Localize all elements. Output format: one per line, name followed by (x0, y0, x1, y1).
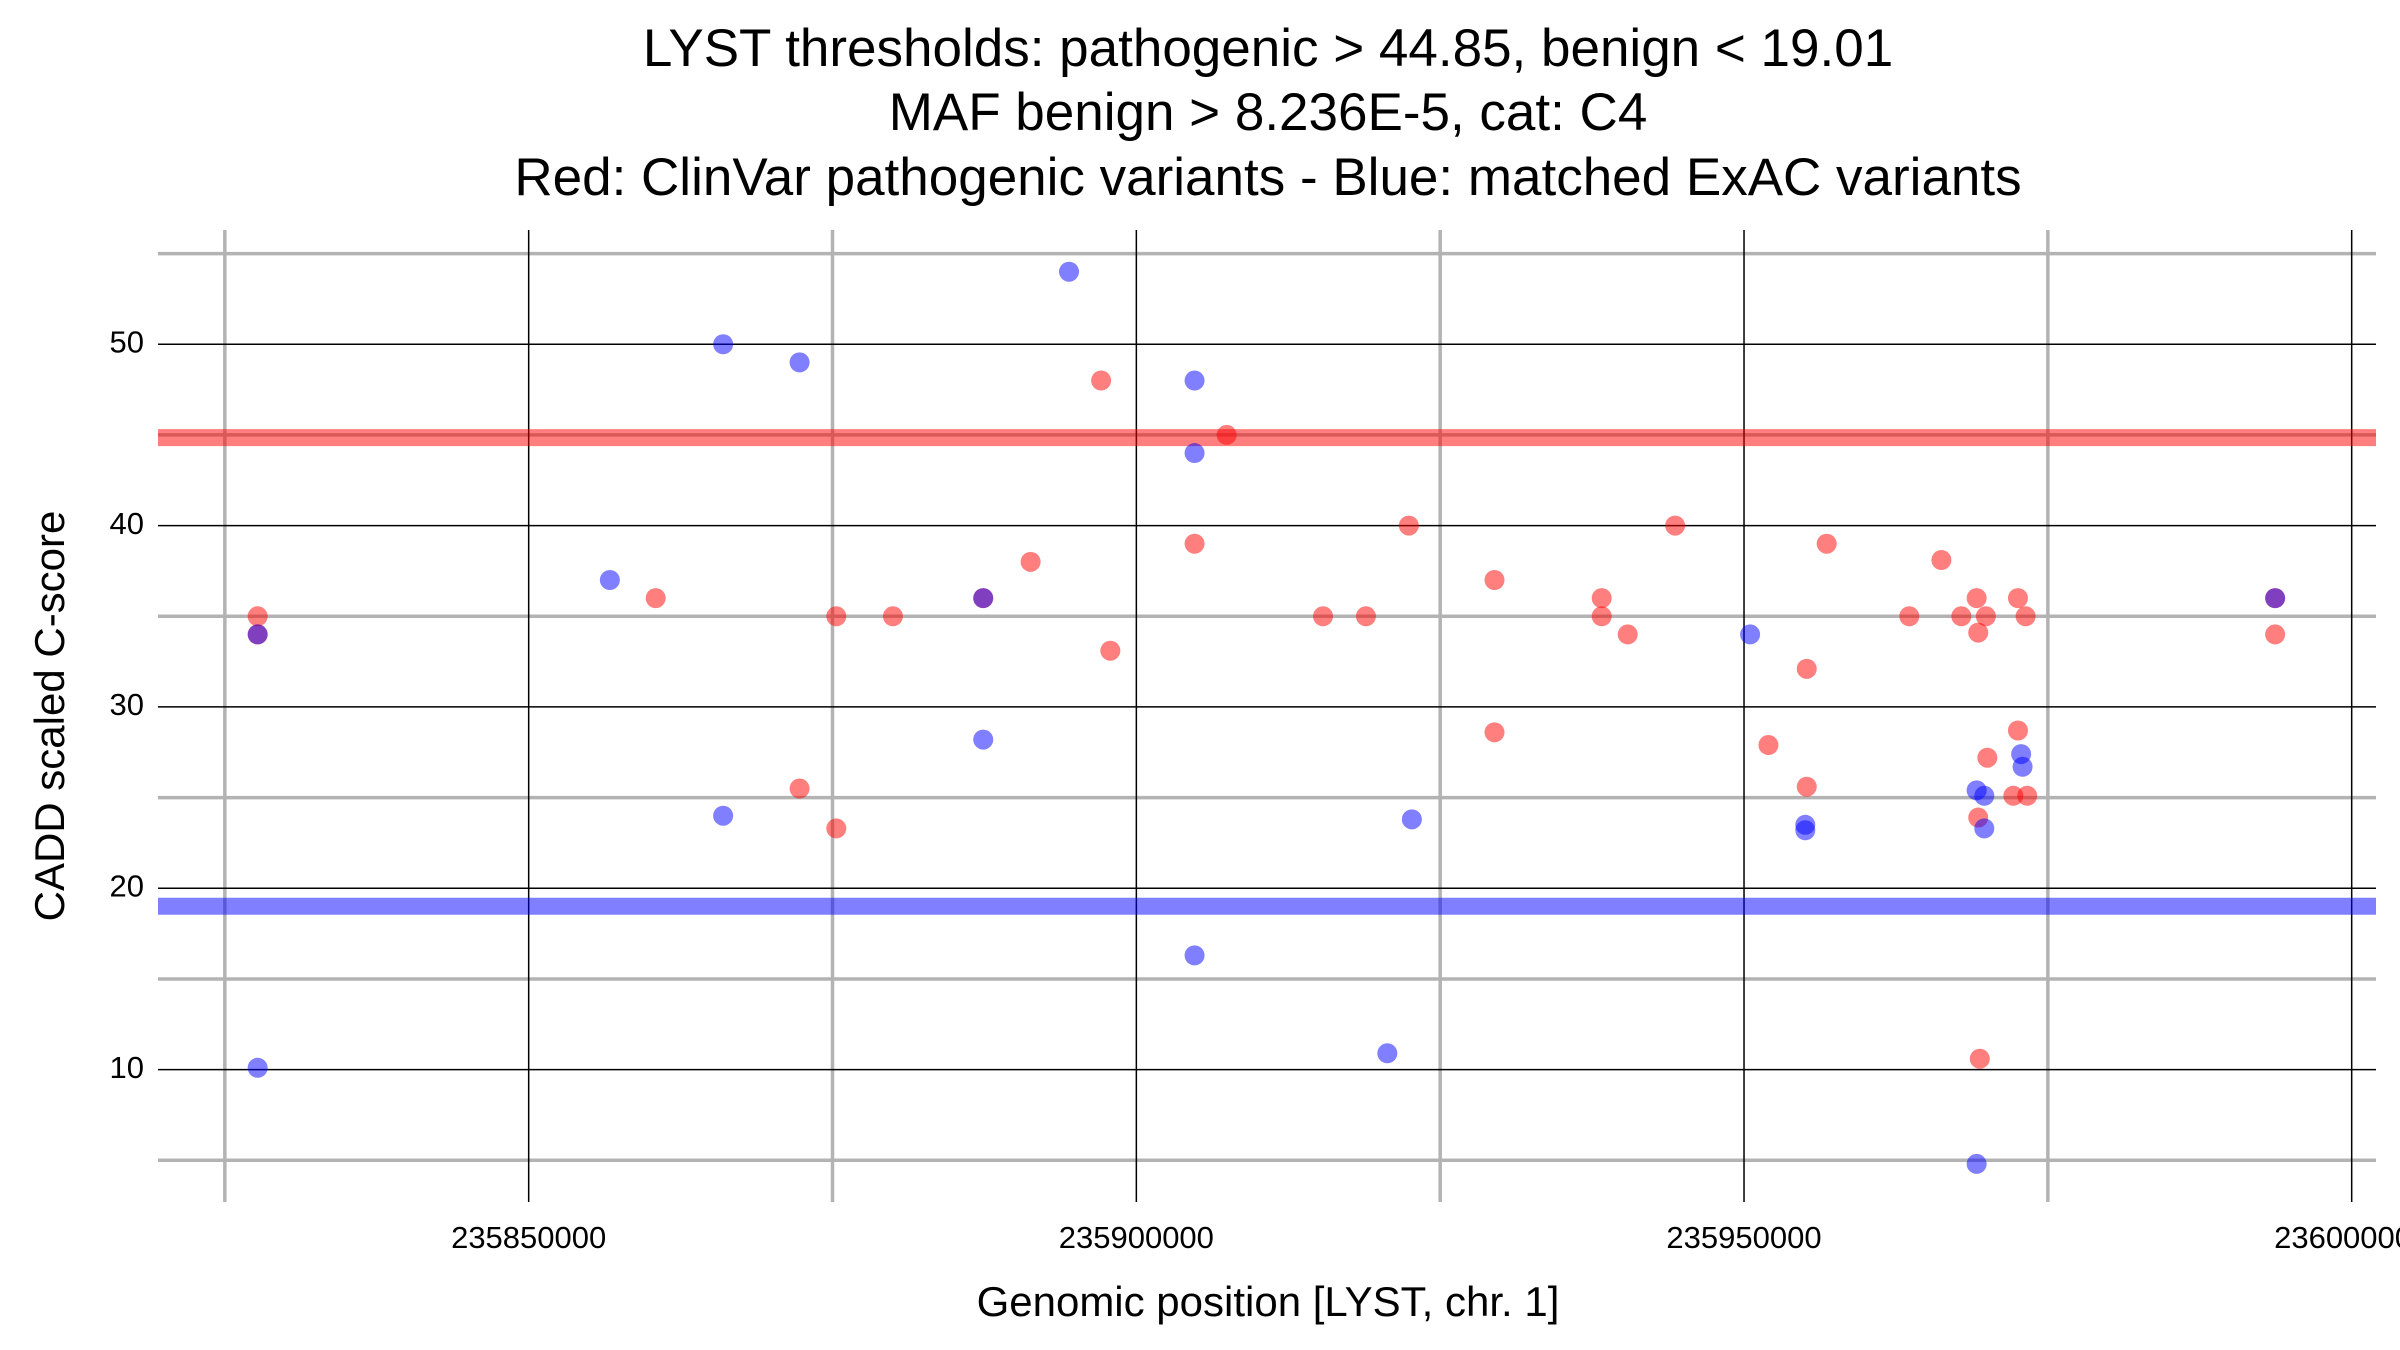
y-tick-label: 10 (110, 1050, 144, 1085)
data-point (1184, 945, 1205, 966)
chart-title: Red: ClinVar pathogenic variants - Blue:… (514, 148, 2021, 207)
data-point (1091, 370, 1112, 391)
data-point (247, 1057, 268, 1078)
data-point (247, 624, 268, 645)
data-point (1951, 606, 1972, 627)
data-point (1758, 735, 1779, 756)
data-point (713, 334, 734, 355)
data-point (1377, 1043, 1398, 1064)
data-point (1484, 569, 1505, 590)
chart-title: MAF benign > 8.236E-5, cat: C4 (889, 83, 1648, 142)
data-point (1968, 622, 1989, 643)
data-point (645, 588, 666, 609)
x-tick-label: 235950000 (1666, 1220, 1821, 1255)
data-point (882, 606, 903, 627)
data-point (713, 805, 734, 826)
data-point (1796, 776, 1817, 797)
data-point (826, 606, 847, 627)
data-point (1484, 722, 1505, 743)
data-point (1816, 533, 1837, 554)
x-axis-label: Genomic position [LYST, chr. 1] (977, 1278, 1560, 1325)
data-point (2007, 588, 2028, 609)
data-point (1591, 588, 1612, 609)
data-point (1665, 515, 1686, 536)
data-point (1184, 370, 1205, 391)
data-point (2265, 588, 2286, 609)
data-point (973, 588, 994, 609)
data-point (1401, 809, 1422, 830)
data-point (1059, 261, 1080, 282)
data-point (1796, 658, 1817, 679)
data-point (1020, 551, 1041, 572)
y-tick-label: 50 (110, 324, 144, 359)
data-point (2265, 624, 2286, 645)
y-tick-label: 20 (110, 868, 144, 903)
data-point (1184, 443, 1205, 464)
data-point (599, 569, 620, 590)
data-point (789, 352, 810, 373)
data-point (973, 729, 994, 750)
data-point (1398, 515, 1419, 536)
data-point (2003, 785, 2024, 806)
data-point (2007, 720, 2028, 741)
data-point (789, 778, 810, 799)
data-point (2017, 785, 2038, 806)
data-point (1740, 624, 1761, 645)
data-point (1969, 1048, 1990, 1069)
data-point (1977, 747, 1998, 768)
data-point (1975, 606, 1996, 627)
y-axis-label: CADD scaled C-score (26, 511, 73, 922)
data-point (1100, 640, 1121, 661)
data-point (1974, 818, 1995, 839)
data-point (1931, 550, 1952, 571)
data-point (1184, 533, 1205, 554)
data-point (1355, 606, 1376, 627)
data-point (2015, 606, 2036, 627)
data-point (1966, 1153, 1987, 1174)
data-point (1795, 820, 1816, 841)
data-point (247, 606, 268, 627)
data-point (1591, 606, 1612, 627)
x-tick-label: 235850000 (451, 1220, 606, 1255)
chart-title: LYST thresholds: pathogenic > 44.85, ben… (643, 19, 1893, 78)
data-point (1216, 424, 1237, 445)
x-tick-label: 235900000 (1059, 1220, 1214, 1255)
data-point (1617, 624, 1638, 645)
y-tick-label: 30 (110, 687, 144, 722)
data-point (826, 818, 847, 839)
data-point (1974, 785, 1995, 806)
data-point (2012, 756, 2033, 777)
y-tick-label: 40 (110, 506, 144, 541)
data-point (1313, 606, 1334, 627)
data-point (1899, 606, 1920, 627)
x-tick-label: 236000000 (2274, 1220, 2400, 1255)
data-point (1966, 588, 1987, 609)
